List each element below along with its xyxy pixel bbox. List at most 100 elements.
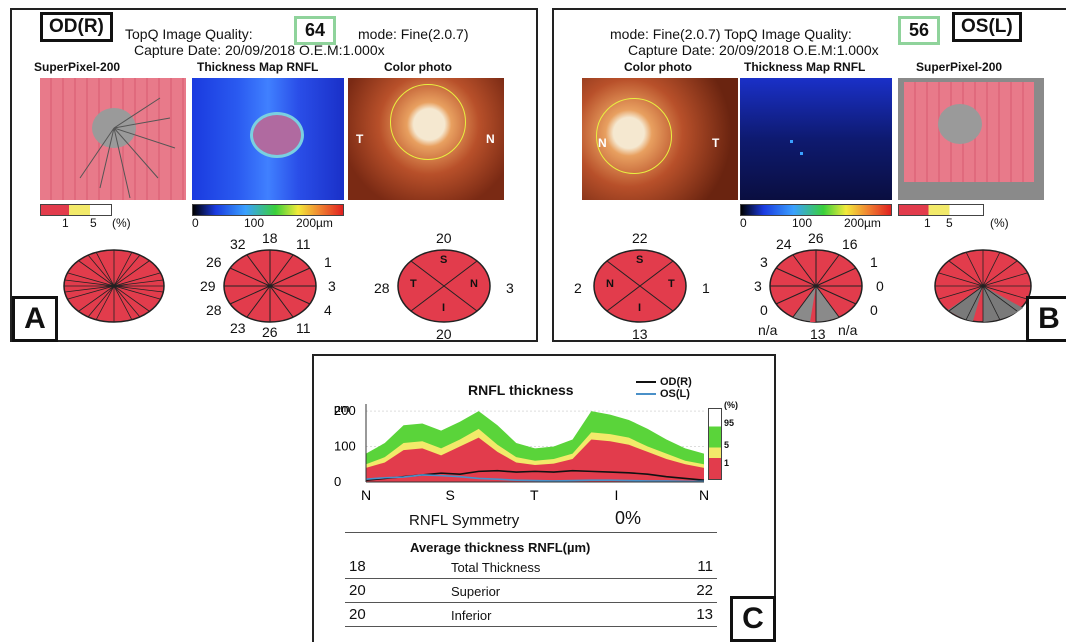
photo-n-label: N — [598, 136, 607, 150]
quality-value: 56 — [898, 16, 941, 45]
thickness-map-image — [192, 78, 344, 200]
clock-top: 26 — [808, 230, 824, 246]
thickness-scale — [740, 204, 892, 216]
tm-scale-100: 100 — [792, 216, 813, 230]
x-tick-label: I — [615, 487, 619, 503]
row-left-value: 20 — [349, 606, 366, 623]
clock-br: n/a — [838, 322, 858, 338]
row-left-value: 20 — [349, 582, 366, 599]
table-row: 20 Superior 22 — [345, 580, 717, 603]
clock-t3: 16 — [842, 236, 858, 252]
quadrant-chart — [397, 249, 491, 323]
clock-hour-chart — [769, 249, 863, 323]
tm-scale-200: 200µm — [844, 216, 881, 230]
thickness-map-title: Thickness Map RNFL — [744, 60, 866, 74]
clock-bl: 23 — [230, 320, 246, 336]
legend-item-os: OS(L) — [636, 388, 692, 400]
fundus-photo: N T — [582, 78, 738, 200]
clock-b: 13 — [810, 326, 826, 342]
y-axis-label: µm — [334, 403, 350, 415]
superpixel-image — [40, 78, 186, 200]
clock-l2: 29 — [200, 278, 216, 294]
clock-l1: 26 — [206, 254, 222, 270]
percentile-scale — [708, 408, 722, 480]
quality-value: 64 — [294, 16, 337, 45]
clock-l3: 28 — [206, 302, 222, 318]
band-area-1 — [366, 437, 704, 482]
panel-b: mode: Fine(2.0.7) TopQ Image Quality: 56… — [552, 8, 1066, 342]
capture-date: Capture Date: 20/09/2018 O.E.M:1.000x — [134, 42, 385, 58]
sp-scale-5: 5 — [946, 216, 953, 230]
superpixel-wheel — [934, 249, 1032, 323]
quad-right: 3 — [506, 280, 514, 296]
x-tick-label: N — [699, 487, 709, 503]
quad-s: S — [440, 254, 448, 266]
tm-scale-0: 0 — [740, 216, 747, 230]
quality-label: mode: Fine(2.0.7) TopQ Image Quality: — [610, 26, 852, 42]
clock-r3: 0 — [870, 302, 878, 318]
superpixel-title: SuperPixel-200 — [34, 60, 121, 74]
panel-a: OD(R) TopQ Image Quality: 64 mode: Fine(… — [10, 8, 538, 342]
y-tick-label: 200 — [334, 403, 356, 418]
quad-left: 2 — [574, 280, 582, 296]
panel-label-c: C — [730, 596, 776, 642]
quad-i: I — [442, 302, 446, 314]
clock-r2: 3 — [328, 278, 336, 294]
legend-label-os: OS(L) — [660, 388, 690, 400]
tm-scale-0: 0 — [192, 216, 199, 230]
quad-right: 1 — [702, 280, 710, 296]
y-tick-label: 100 — [334, 439, 356, 454]
panel-label-a: A — [12, 296, 58, 342]
clock-r1: 1 — [324, 254, 332, 270]
panel-label-b: B — [1026, 296, 1066, 342]
quad-n: N — [470, 278, 478, 290]
clock-b: 26 — [262, 324, 278, 340]
row-left-value: 18 — [349, 558, 366, 575]
quadrant-chart — [593, 249, 687, 323]
sp-scale-1: 1 — [62, 216, 69, 230]
quad-top: 20 — [436, 230, 452, 246]
sp-scale-1: 1 — [924, 216, 931, 230]
eye-badge-os: OS(L) — [952, 12, 1022, 42]
rnfl-thickness-chart: µm 0 100 200 N S T I N — [334, 403, 709, 503]
row-right-value: 13 — [696, 606, 713, 623]
clock-tr2: 11 — [296, 236, 311, 252]
pct-95: 95 — [724, 418, 735, 428]
clock-l3: 0 — [760, 302, 768, 318]
sp-scale-5: 5 — [90, 216, 97, 230]
row-right-value: 11 — [697, 558, 713, 575]
superpixel-image — [898, 78, 1044, 200]
legend-swatch-os — [636, 393, 656, 396]
quality-label: TopQ Image Quality: — [125, 26, 253, 42]
y-tick-label: 0 — [334, 474, 341, 489]
capture-date: Capture Date: 20/09/2018 O.E.M:1.000x — [628, 42, 879, 58]
sp-scale-unit: (%) — [990, 216, 1009, 230]
quad-n: N — [606, 278, 614, 290]
legend-label-od: OD(R) — [660, 376, 692, 388]
chart-title: RNFL thickness — [468, 382, 574, 398]
color-photo-title: Color photo — [384, 60, 452, 74]
clock-hour-chart — [223, 249, 317, 323]
photo-t-label: T — [712, 136, 720, 150]
clock-br: 11 — [296, 320, 311, 336]
pct-5: 5 — [724, 440, 730, 450]
clock-r1: 1 — [870, 254, 878, 270]
quad-s: S — [636, 254, 644, 266]
x-tick-label: S — [446, 487, 455, 503]
pct-1: 1 — [724, 458, 730, 468]
clock-tl2: 32 — [230, 236, 246, 252]
chart-legend: OD(R) OS(L) — [636, 376, 692, 400]
color-photo-title: Color photo — [624, 60, 692, 74]
superpixel-wheel — [63, 249, 165, 323]
quad-bottom: 20 — [436, 326, 452, 342]
x-tick-label: N — [361, 487, 371, 503]
superpixel-scale — [898, 204, 984, 216]
quad-top: 22 — [632, 230, 648, 246]
panel-c — [312, 354, 776, 642]
clock-l2: 3 — [754, 278, 762, 294]
pct-unit: (%) — [724, 400, 738, 410]
row-label: Superior — [451, 584, 501, 599]
row-label: Total Thickness — [451, 560, 541, 575]
table-row: 18 Total Thickness 11 — [345, 556, 717, 579]
clock-r2: 0 — [876, 278, 884, 294]
